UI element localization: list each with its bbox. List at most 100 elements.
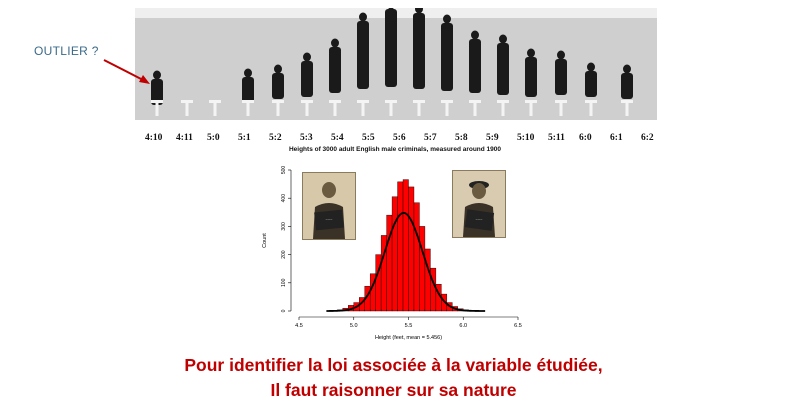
height-post-top: [329, 100, 341, 103]
man-head: [153, 70, 161, 80]
height-post: [445, 102, 449, 116]
height-post: [246, 102, 250, 116]
height-label: 5:2: [269, 133, 282, 143]
height-label: 6:1: [610, 133, 623, 143]
x-tick-label: 4.5: [295, 323, 303, 329]
height-label: 5:11: [548, 133, 565, 143]
height-post: [389, 102, 393, 116]
svg-text:~~~: ~~~: [475, 217, 483, 222]
height-label: 5:10: [517, 133, 535, 143]
height-post-top: [272, 100, 284, 103]
man-silhouette: [357, 21, 369, 47]
histogram-bar: [402, 179, 409, 312]
height-label: 5:4: [331, 133, 344, 143]
height-post-top: [209, 100, 221, 103]
man-silhouette: [301, 61, 313, 87]
height-label: 4:10: [145, 133, 163, 143]
height-post: [333, 102, 337, 116]
height-label: 6:0: [579, 133, 592, 143]
man-head: [359, 12, 367, 22]
height-post-top: [469, 100, 481, 103]
histogram-bar: [408, 186, 415, 312]
man-silhouette: [151, 79, 163, 105]
x-axis-label: Height (feet, mean = 5.456): [375, 335, 442, 341]
height-label: 5:5: [362, 133, 375, 143]
man-head: [443, 14, 451, 24]
height-post-top: [242, 100, 254, 103]
height-post-top: [181, 100, 193, 103]
man-head: [244, 68, 252, 78]
height-post: [361, 102, 365, 116]
height-label: 5:7: [424, 133, 437, 143]
man-silhouette: [329, 47, 341, 73]
man-head: [527, 48, 535, 58]
man-head: [623, 64, 631, 74]
man-silhouette: [441, 23, 453, 49]
x-tick-label: 6.0: [459, 323, 467, 329]
height-post: [213, 102, 217, 116]
height-post-top: [357, 100, 369, 103]
y-tick-label: 100: [281, 278, 287, 287]
height-post-top: [525, 100, 537, 103]
height-post-top: [555, 100, 567, 103]
height-post: [625, 102, 629, 116]
normal-density-curve: [326, 212, 486, 312]
height-post: [559, 102, 563, 116]
height-post-top: [413, 100, 425, 103]
conclusion-line-2: Il faut raisonner sur sa nature: [270, 380, 517, 400]
man-head: [274, 64, 282, 74]
height-post-top: [621, 100, 633, 103]
height-post: [417, 102, 421, 116]
height-post: [276, 102, 280, 116]
man-head: [557, 50, 565, 60]
height-label: 5:3: [300, 133, 313, 143]
x-tick-label: 5.0: [350, 323, 358, 329]
man-silhouette: [555, 59, 567, 85]
man-silhouette: [525, 57, 537, 83]
height-post: [589, 102, 593, 116]
man-head: [587, 62, 595, 72]
height-post: [501, 102, 505, 116]
height-label: 5:1: [238, 133, 251, 143]
y-tick-label: 200: [281, 250, 287, 259]
man-head: [331, 38, 339, 48]
height-label: 5:9: [486, 133, 499, 143]
y-axis-label: Count: [262, 233, 268, 248]
man-head: [499, 34, 507, 44]
man-head: [303, 52, 311, 62]
man-silhouette: [272, 73, 284, 99]
y-tick-label: 300: [281, 222, 287, 231]
man-silhouette: [585, 71, 597, 97]
y-tick-label: 500: [281, 166, 287, 175]
height-label: 5:0: [207, 133, 220, 143]
man-silhouette: [469, 39, 481, 65]
criminals-lineup-photo: [135, 8, 657, 120]
photo-caption: Heights of 3000 adult English male crimi…: [288, 146, 502, 153]
histogram-bar: [430, 267, 437, 312]
height-post: [155, 102, 159, 116]
height-histogram: 4.5 5.0 5.5 6.0 6.5 0 100 200 300 400 500 Height (…: [262, 166, 522, 341]
height-label: 5:8: [455, 133, 468, 143]
mugshot-right: ~~~: [452, 170, 506, 238]
height-post-top: [441, 100, 453, 103]
outlier-annotation: OUTLIER ?: [34, 44, 99, 58]
conclusion-line-1: Pour identifier la loi associée à la var…: [184, 355, 603, 375]
man-head: [471, 30, 479, 40]
x-tick-label: 5.5: [405, 323, 413, 329]
mugshot-left: ~~~: [302, 172, 356, 240]
height-post: [529, 102, 533, 116]
height-post: [473, 102, 477, 116]
histogram-bar: [419, 226, 426, 312]
height-post-top: [585, 100, 597, 103]
man-silhouette: [242, 77, 254, 103]
height-post-top: [497, 100, 509, 103]
svg-text:~~~: ~~~: [325, 217, 333, 222]
man-head: [388, 8, 394, 10]
y-tick-label: 0: [281, 309, 287, 312]
histogram-bar: [391, 196, 398, 312]
histogram-bar: [424, 248, 431, 312]
height-post-top: [385, 100, 397, 103]
height-post: [305, 102, 309, 116]
lineup-illustration: [135, 8, 657, 120]
